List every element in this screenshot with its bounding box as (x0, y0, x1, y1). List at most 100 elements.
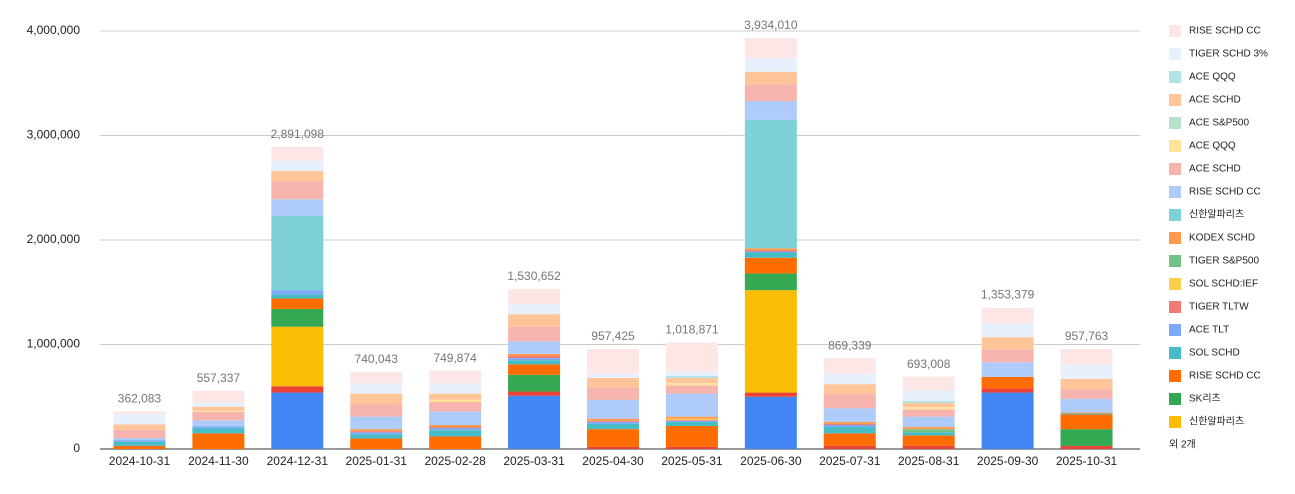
bar-segment (981, 323, 1034, 338)
bar-segment (271, 308, 324, 327)
bar-segment (429, 383, 482, 394)
bar-segment (665, 342, 718, 372)
bar-segment (192, 411, 245, 421)
bar-segment (587, 423, 639, 430)
total-label: 1,353,379 (981, 288, 1035, 302)
bar-segment (350, 432, 403, 435)
legend-label: KODEX SCHD (1189, 233, 1255, 244)
bar-segment (350, 431, 403, 433)
bar-segment (587, 418, 639, 421)
bar-segment (744, 58, 797, 72)
bar-segment (823, 358, 876, 374)
x-tick-label: 2025-07-31 (819, 454, 881, 468)
bar-segment (1060, 412, 1113, 414)
bar-segment (1060, 348, 1113, 365)
bar-segment (665, 418, 718, 420)
bar-segment (508, 326, 561, 342)
bar-segment (429, 436, 482, 449)
bar-segment (429, 427, 482, 429)
bar-segment (113, 440, 166, 442)
bar-segment (113, 411, 166, 414)
legend-label: RISE SCHD CC (1189, 371, 1261, 382)
x-tick-label: 2025-05-31 (661, 454, 723, 468)
bar-segment (744, 119, 797, 249)
bar-segment (587, 399, 639, 419)
bar-segment (902, 407, 955, 410)
bar-segment (1060, 364, 1113, 379)
bar-segment (192, 390, 245, 403)
bar-segment (665, 446, 718, 449)
bar-segment (508, 341, 561, 354)
bar-segment (508, 303, 561, 315)
legend-label: TIGER TLTW (1189, 302, 1249, 313)
total-label: 1,530,652 (507, 269, 561, 283)
bar-segment (823, 433, 876, 446)
bar-segment (1060, 378, 1113, 390)
bar-segment (902, 409, 955, 417)
bar-segment (113, 445, 166, 449)
bar-segment (823, 421, 876, 424)
bar-segment (350, 383, 403, 394)
bar-segment (665, 419, 718, 421)
bar-segment (902, 400, 955, 404)
bar-segment (508, 360, 561, 365)
bar-segment (429, 428, 482, 431)
x-tick-label: 2025-08-31 (898, 454, 960, 468)
bar-segment (744, 84, 797, 102)
bar-segment (665, 420, 718, 422)
x-tick-label: 2024-10-31 (109, 454, 171, 468)
bar-segment (508, 364, 561, 375)
legend-swatch (1169, 416, 1181, 428)
legend-label: TIGER SCHD 3% (1189, 49, 1268, 60)
bar-segment (429, 401, 482, 412)
bar-segment (665, 393, 718, 417)
bar-segment (744, 290, 797, 393)
bar-segment (981, 307, 1034, 324)
legend-label: SOL SCHD:IEF (1189, 279, 1258, 290)
legend-swatch (1169, 48, 1181, 60)
legend-label: SOL SCHD (1189, 348, 1240, 359)
bar-segment (271, 171, 324, 182)
legend-label: 신한알파리츠 (1189, 209, 1244, 221)
legend-swatch (1169, 117, 1181, 129)
bar-segment (981, 376, 1034, 389)
bar-segment (192, 410, 245, 412)
bar-segment (508, 374, 561, 392)
legend-more: 외 2개 (1169, 439, 1196, 451)
bar-segment (744, 250, 797, 252)
total-label: 957,763 (1065, 329, 1109, 343)
bar-segment (192, 402, 245, 407)
bar-segment (508, 289, 561, 304)
bar-segment (271, 298, 324, 309)
bar-segment (981, 392, 1034, 449)
bar-segment (665, 416, 718, 419)
x-tick-label: 2024-12-31 (267, 454, 329, 468)
bar-segment (350, 404, 403, 417)
bar-segment (902, 435, 955, 446)
x-tick-label: 2025-04-30 (582, 454, 644, 468)
bar-segment (271, 199, 324, 216)
bar-segment (902, 432, 955, 436)
bar-segment (744, 251, 797, 253)
x-tick-label: 2025-10-31 (1056, 454, 1118, 468)
bar-segment (1060, 445, 1113, 449)
bar-segment (508, 314, 561, 327)
bar-segment (744, 392, 797, 397)
bar-segment (1060, 429, 1113, 446)
bar-segment (823, 427, 876, 434)
bar-segment (587, 373, 639, 378)
y-tick-label: 4,000,000 (27, 23, 81, 37)
legend-swatch (1169, 301, 1181, 313)
bar-segment (587, 420, 639, 422)
bar-segment (902, 376, 955, 391)
bar-segment (429, 370, 482, 384)
bar-segment (744, 37, 797, 59)
bar-segment (271, 215, 324, 291)
bar-segment (587, 377, 639, 388)
legend-label: RISE SCHD CC (1189, 187, 1261, 198)
bar-segment (665, 375, 718, 378)
bar-segment (508, 358, 561, 361)
bar-segment (665, 421, 718, 427)
bar-segment (271, 160, 324, 172)
total-label: 740,043 (355, 352, 399, 366)
